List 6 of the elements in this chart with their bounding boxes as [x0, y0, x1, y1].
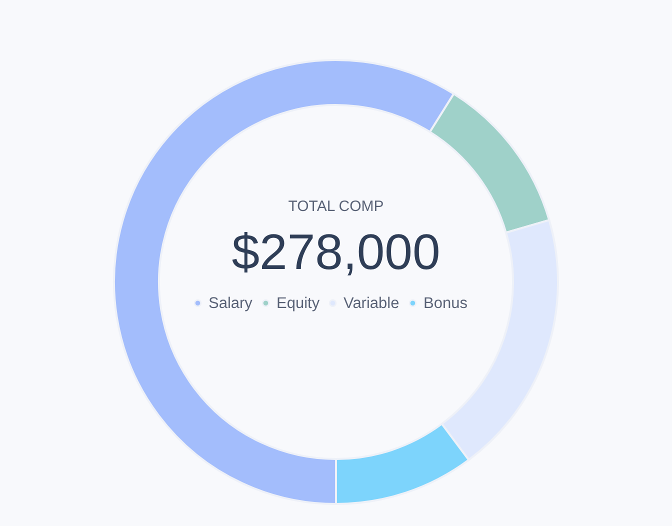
text: TOTAL COMP [288, 198, 384, 215]
legend-label: Bonus [424, 295, 468, 312]
legend-label: Salary [208, 295, 253, 312]
legend-label: Variable [344, 295, 400, 312]
text: $278,000 [232, 224, 440, 280]
legend-label: Equity [276, 295, 320, 312]
